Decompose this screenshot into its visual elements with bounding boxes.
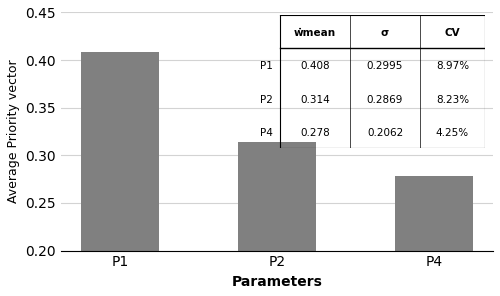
Text: 0.2869: 0.2869 [367,95,403,105]
Bar [238,142,316,296]
Text: P4: P4 [260,128,273,138]
Bar [395,176,473,296]
Text: CV: CV [444,28,460,38]
Text: 0.278: 0.278 [300,128,330,138]
Text: P2: P2 [260,95,273,105]
Bar [80,52,159,296]
Text: 4.25%: 4.25% [436,128,469,138]
Text: ẇmean: ẇmean [294,28,336,38]
Text: 0.2995: 0.2995 [367,61,403,71]
Text: 0.2062: 0.2062 [367,128,403,138]
Y-axis label: Average Priority vector: Average Priority vector [7,60,20,203]
Text: P1: P1 [260,61,273,71]
Text: 0.314: 0.314 [300,95,330,105]
X-axis label: Parameters: Parameters [232,275,322,289]
Text: 8.23%: 8.23% [436,95,469,105]
Text: σ: σ [381,28,389,38]
Text: 8.97%: 8.97% [436,61,469,71]
Text: 0.408: 0.408 [300,61,330,71]
